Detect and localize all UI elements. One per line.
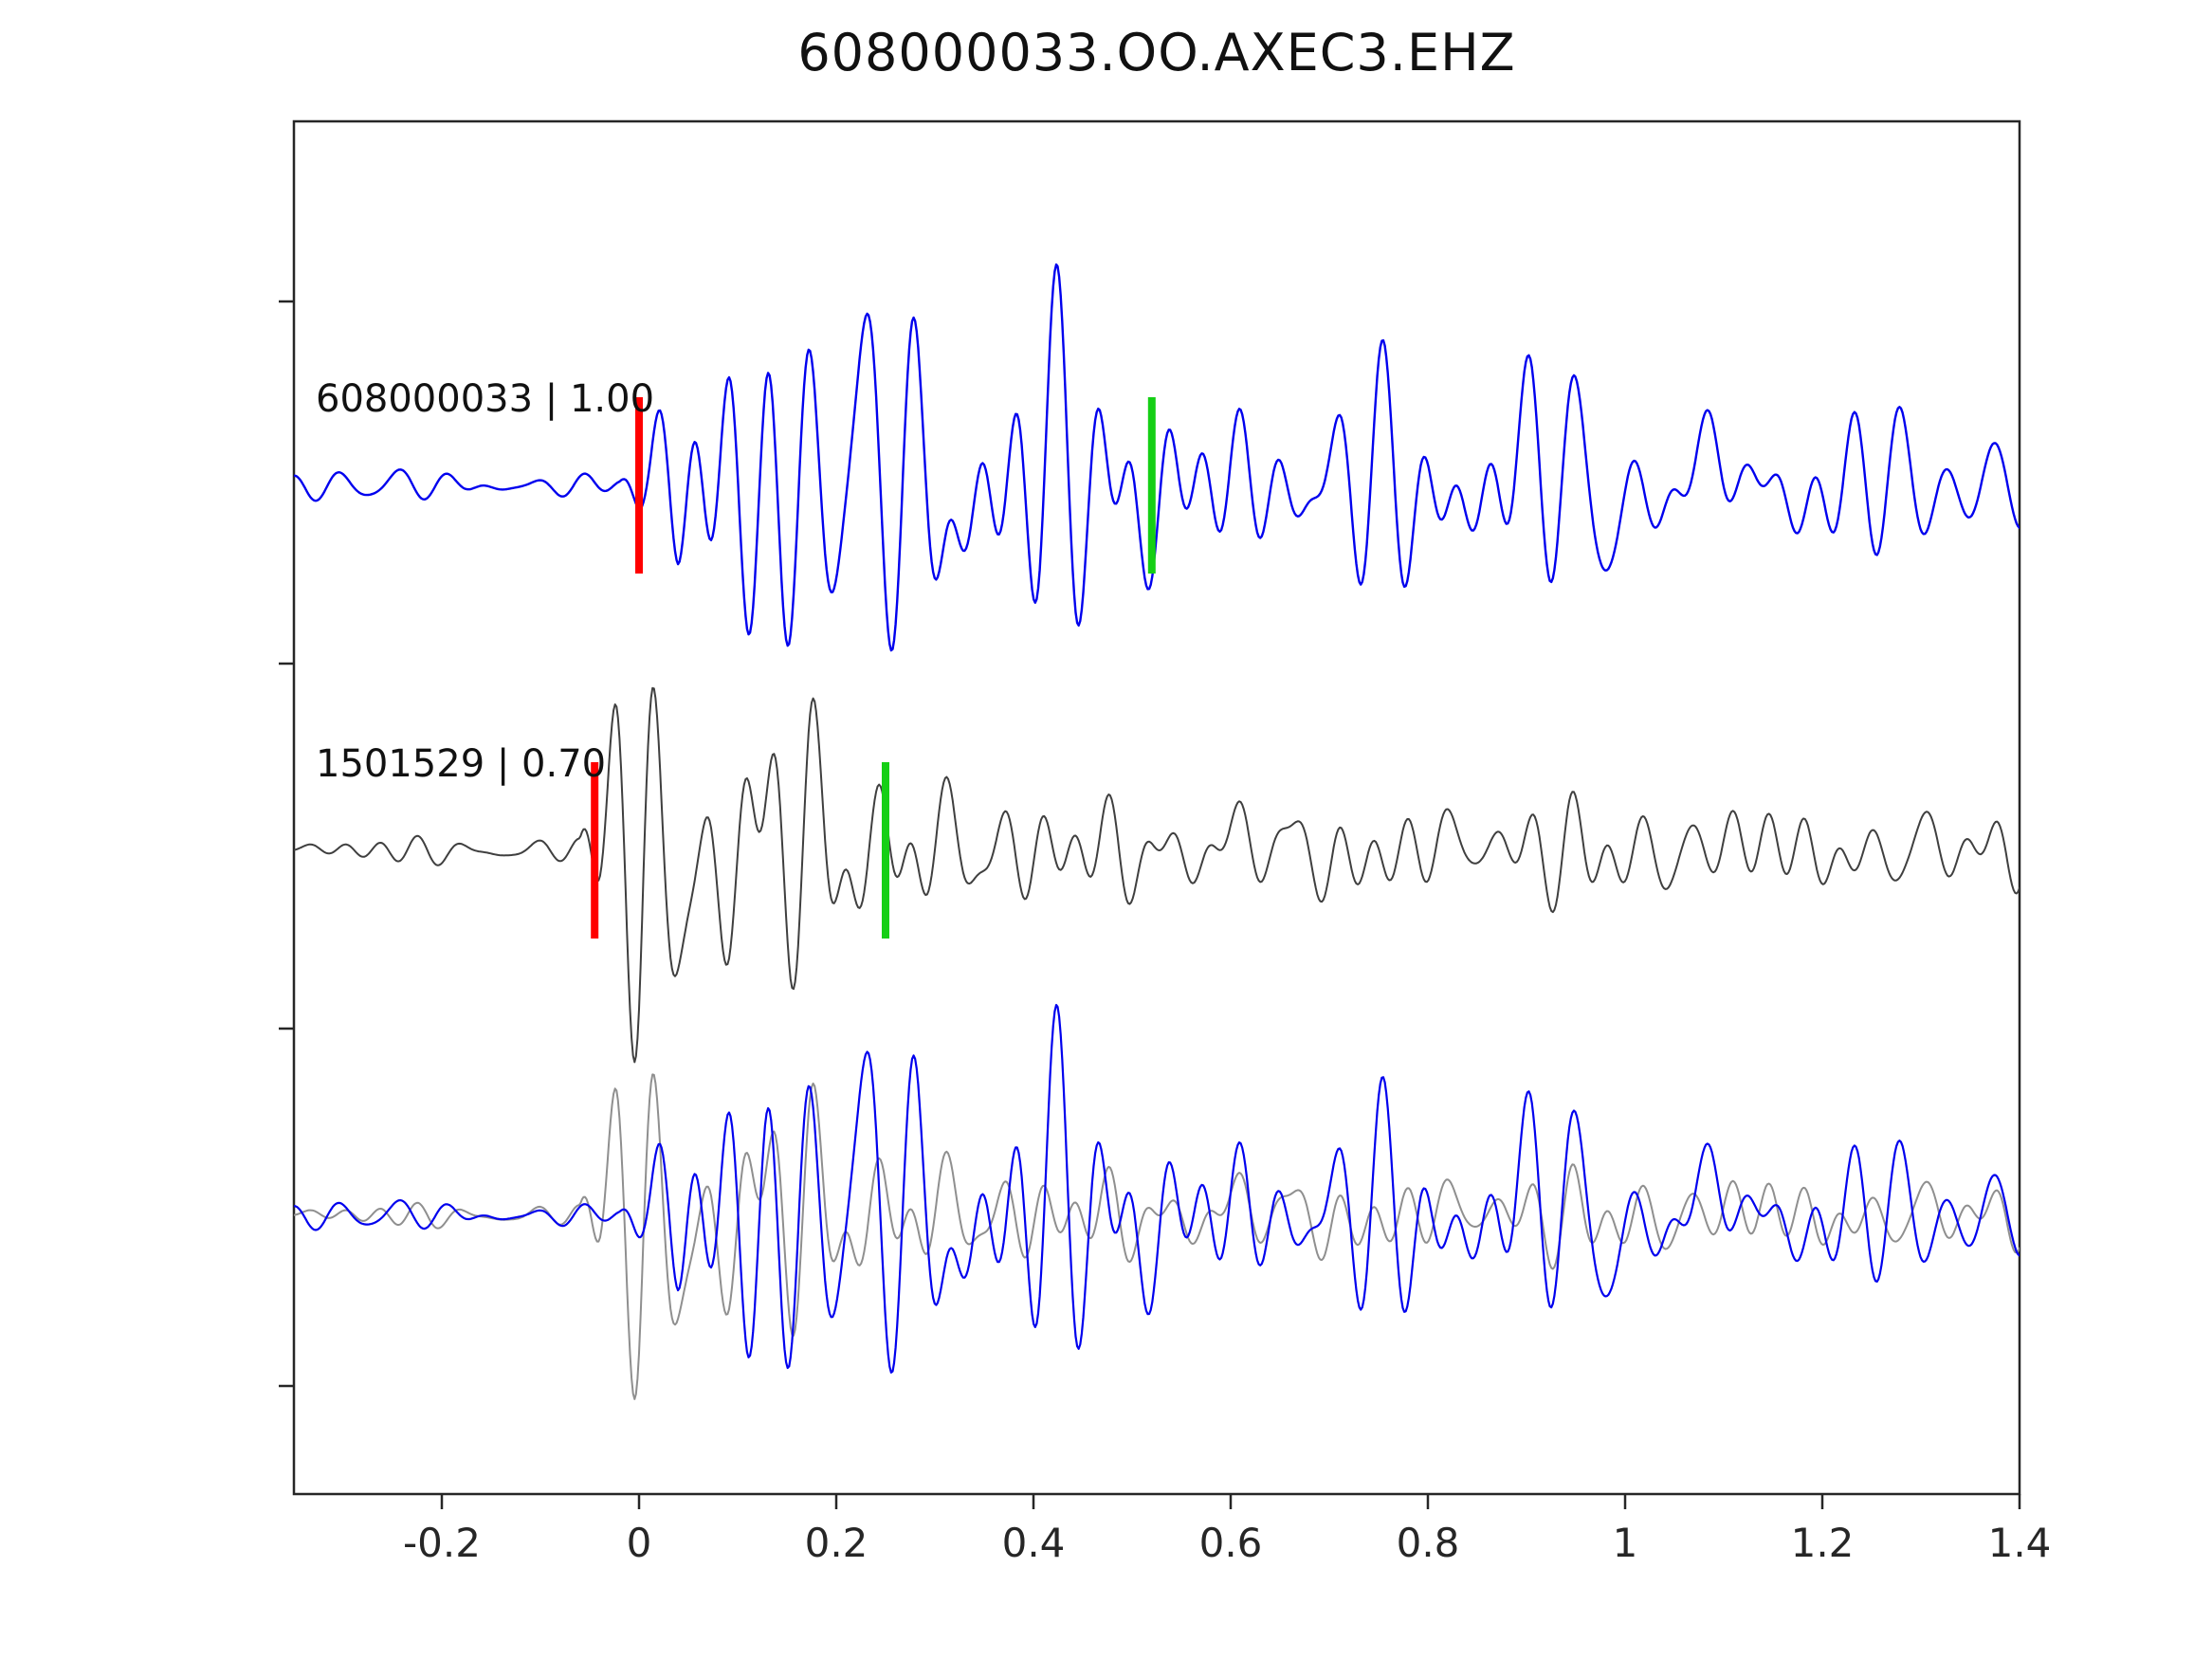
x-tick-label: 1 bbox=[1613, 1520, 1638, 1566]
pick-marker-red bbox=[591, 762, 599, 939]
waveform-trace bbox=[294, 686, 2020, 1064]
pick-marker-green bbox=[1147, 397, 1156, 574]
waveform-trace bbox=[294, 1073, 2020, 1400]
x-tick-label: 0 bbox=[627, 1520, 652, 1566]
pick-marker-red bbox=[635, 397, 643, 574]
x-tick-label: 1.4 bbox=[1988, 1520, 2052, 1566]
x-tick-label: -0.2 bbox=[403, 1520, 481, 1566]
x-axis: -0.2 0 0.2 0.4 0.6 0.8 1 1.2 1.4 bbox=[403, 1494, 2051, 1566]
waveform-trace bbox=[294, 1004, 2020, 1374]
trace-row-2 bbox=[294, 686, 2020, 1064]
y-axis bbox=[279, 300, 294, 1388]
x-tick-label: 0.2 bbox=[805, 1520, 868, 1566]
trace-row-1 bbox=[294, 263, 2020, 652]
pick-marker-green bbox=[882, 762, 889, 939]
axes-frame bbox=[292, 119, 2021, 1496]
waveform-trace bbox=[294, 263, 2020, 652]
x-tick-label: 1.2 bbox=[1791, 1520, 1855, 1566]
trace-row-3 bbox=[294, 1004, 2020, 1400]
trace-label: 608000033 | 1.00 bbox=[316, 377, 654, 421]
x-tick-label: 0.6 bbox=[1199, 1520, 1263, 1566]
chart-title: 608000033.OO.AXEC3.EHZ bbox=[797, 23, 1516, 82]
x-tick-label: 0.4 bbox=[1002, 1520, 1066, 1566]
trace-label: 1501529 | 0.70 bbox=[316, 742, 606, 786]
x-tick-label: 0.8 bbox=[1397, 1520, 1460, 1566]
